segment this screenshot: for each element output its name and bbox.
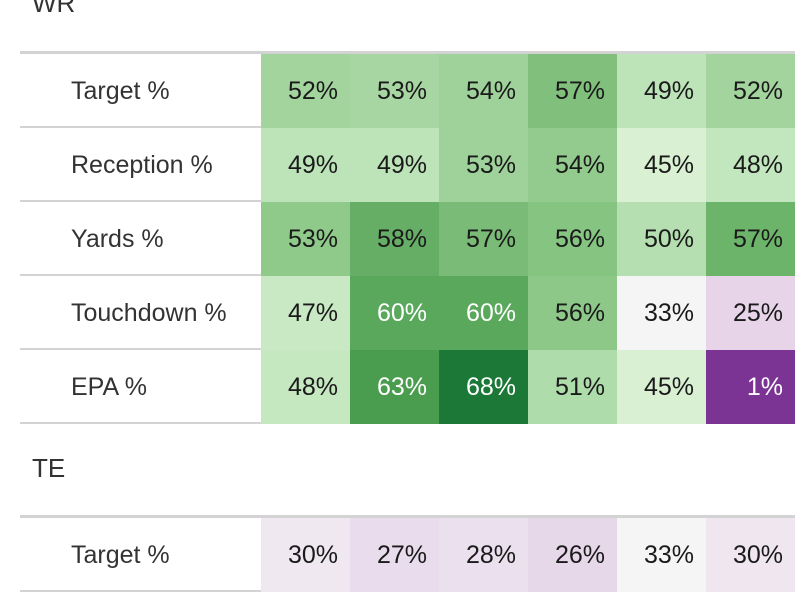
heatmap-cell: 63% <box>350 350 439 424</box>
heatmap-cell: 25% <box>706 276 795 350</box>
heatmap-cell: 57% <box>706 202 795 276</box>
heatmap-cell: 48% <box>706 128 795 202</box>
heatmap-cell: 54% <box>439 54 528 128</box>
heatmap-cell: 30% <box>261 518 350 592</box>
group-title-te: TE <box>32 453 66 483</box>
table-row: Reception % 49% 49% 53% 54% 45% 48% <box>20 128 795 202</box>
heatmap-cell: 52% <box>706 54 795 128</box>
heatmap-cell: 50% <box>617 202 706 276</box>
heatmap-cell: 1% <box>706 350 795 424</box>
heatmap-cell: 54% <box>528 128 617 202</box>
heatmap-cell: 52% <box>261 54 350 128</box>
heatmap-cell: 28% <box>439 518 528 592</box>
heatmap-cell: 30% <box>706 518 795 592</box>
heatmap-cell: 49% <box>350 128 439 202</box>
heatmap-cell: 27% <box>350 518 439 592</box>
heatmap-cell: 53% <box>350 54 439 128</box>
table-row: EPA % 48% 63% 68% 51% 45% 1% <box>20 350 795 424</box>
heatmap-cell: 33% <box>617 276 706 350</box>
row-label: Target % <box>20 518 261 592</box>
heatmap-cell: 56% <box>528 202 617 276</box>
table-row: Target % 52% 53% 54% 57% 49% 52% <box>20 54 795 128</box>
row-label: Reception % <box>20 128 261 202</box>
te-table: Target % 30% 27% 28% 26% 33% 30% <box>20 515 795 592</box>
heatmap-cell: 33% <box>617 518 706 592</box>
table-row: Target % 30% 27% 28% 26% 33% 30% <box>20 518 795 592</box>
wr-table: Target % 52% 53% 54% 57% 49% 52% Reception % 49%… <box>20 51 795 424</box>
heatmap-cell: 60% <box>439 276 528 350</box>
heatmap-cell: 45% <box>617 128 706 202</box>
heatmap-cell: 57% <box>439 202 528 276</box>
heatmap-cell: 47% <box>261 276 350 350</box>
heatmap-cell: 48% <box>261 350 350 424</box>
table-row: Touchdown % 47% 60% 60% 56% 33% 25% <box>20 276 795 350</box>
row-label: Target % <box>20 54 261 128</box>
group-title-wr: WR <box>32 0 76 18</box>
row-label: EPA % <box>20 350 261 424</box>
heatmap-cell: 26% <box>528 518 617 592</box>
heatmap-cell: 49% <box>261 128 350 202</box>
heatmap-cell: 45% <box>617 350 706 424</box>
row-label: Touchdown % <box>20 276 261 350</box>
table-row: Yards % 53% 58% 57% 56% 50% 57% <box>20 202 795 276</box>
row-label: Yards % <box>20 202 261 276</box>
heatmap-cell: 57% <box>528 54 617 128</box>
heatmap-cell: 49% <box>617 54 706 128</box>
heatmap-cell: 53% <box>439 128 528 202</box>
heatmap-cell: 56% <box>528 276 617 350</box>
heatmap-cell: 53% <box>261 202 350 276</box>
heatmap-cell: 60% <box>350 276 439 350</box>
heatmap-cell: 68% <box>439 350 528 424</box>
heatmap-cell: 58% <box>350 202 439 276</box>
heatmap-cell: 51% <box>528 350 617 424</box>
